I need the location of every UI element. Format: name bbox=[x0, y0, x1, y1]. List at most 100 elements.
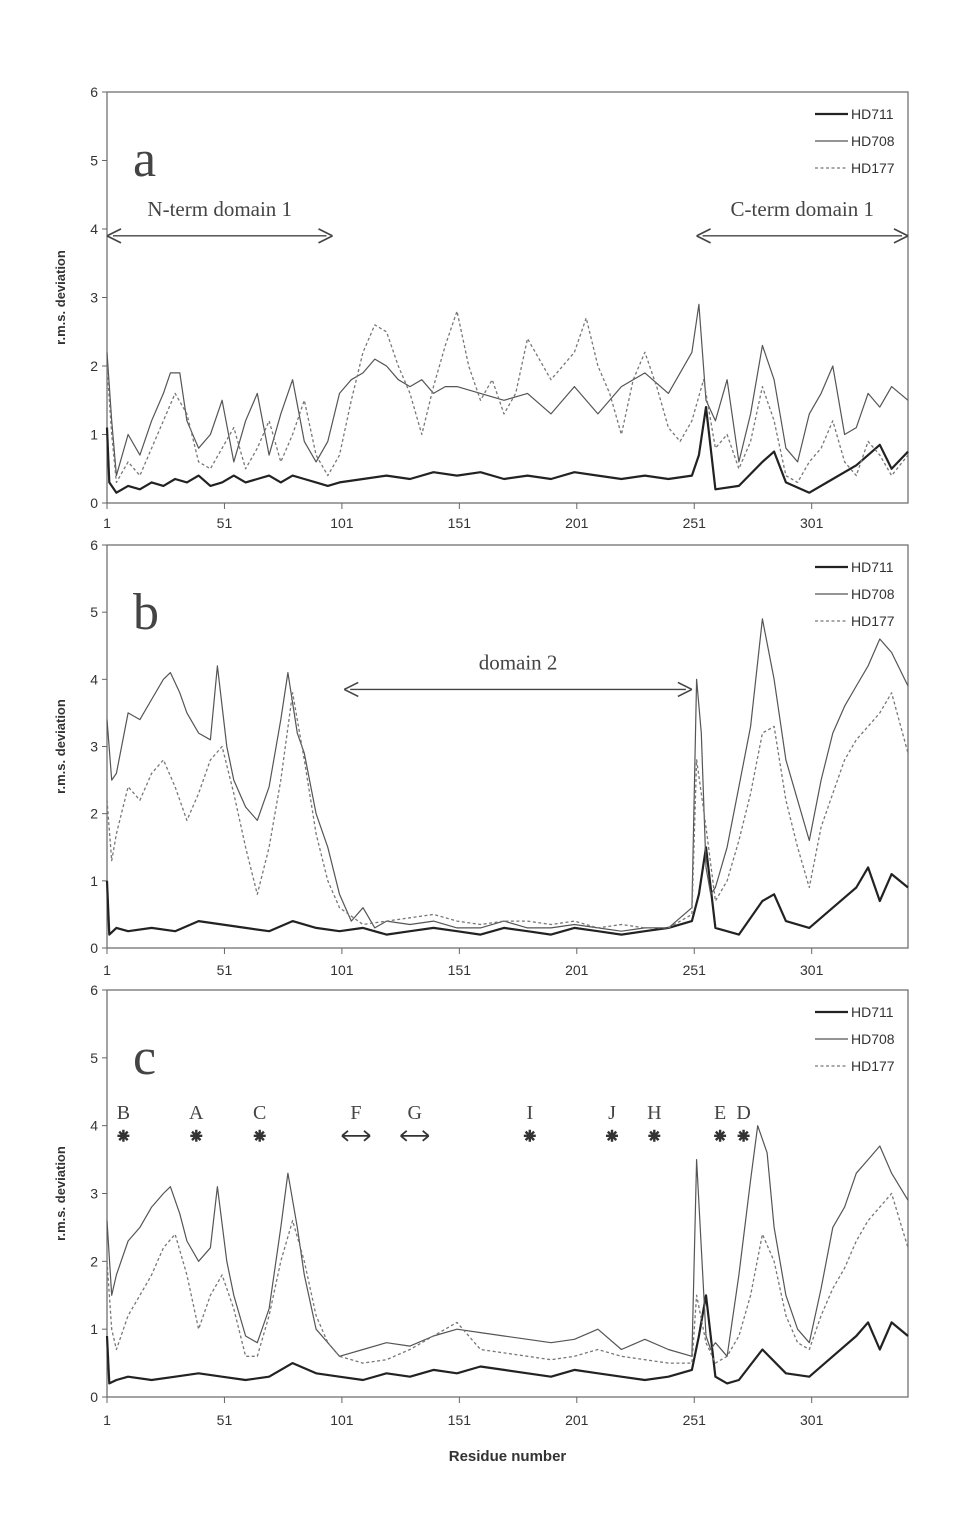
y-tick-label: 4 bbox=[90, 221, 98, 237]
legend-label-hd177: HD177 bbox=[851, 1058, 895, 1074]
marker-arrow-f bbox=[341, 1130, 371, 1142]
marker-star-h bbox=[648, 1129, 661, 1142]
legend-label-hd177: HD177 bbox=[851, 160, 895, 176]
y-tick-label: 2 bbox=[90, 358, 98, 374]
y-tick-label: 3 bbox=[90, 290, 98, 306]
panel-label: b bbox=[133, 584, 159, 641]
y-tick-label: 4 bbox=[90, 671, 98, 687]
series-line-hd711 bbox=[105, 846, 909, 936]
x-tick-label: 151 bbox=[448, 962, 472, 978]
y-tick-label: 0 bbox=[90, 495, 98, 511]
domain-annotation-label: C-term domain 1 bbox=[731, 197, 874, 221]
series-line-hd177 bbox=[106, 310, 909, 484]
x-tick-label: 51 bbox=[217, 1412, 233, 1428]
legend-label-hd711: HD711 bbox=[851, 1004, 894, 1020]
panel-label: a bbox=[133, 131, 156, 188]
marker-label-h: H bbox=[647, 1102, 661, 1124]
marker-star-e bbox=[714, 1129, 727, 1142]
marker-label-c: C bbox=[253, 1102, 266, 1124]
marker-label-b: B bbox=[117, 1102, 130, 1124]
legend-label-hd708: HD708 bbox=[851, 133, 895, 149]
series-line-hd708 bbox=[106, 1125, 909, 1357]
series-line-hd711 bbox=[105, 406, 909, 494]
x-tick-label: 101 bbox=[330, 515, 354, 531]
marker-star-b bbox=[117, 1129, 130, 1142]
marker-label-d: D bbox=[736, 1102, 750, 1124]
legend-label-hd708: HD708 bbox=[851, 1031, 895, 1047]
legend-label-hd708: HD708 bbox=[851, 586, 895, 602]
y-axis-label: r.m.s. deviation bbox=[53, 250, 68, 345]
domain-annotation-label: domain 2 bbox=[479, 650, 558, 674]
marker-star-j bbox=[606, 1129, 618, 1142]
x-tick-label: 151 bbox=[448, 515, 472, 531]
domain-arrow-head-left bbox=[696, 228, 711, 244]
y-tick-label: 2 bbox=[90, 1253, 98, 1269]
x-tick-label: 251 bbox=[683, 962, 707, 978]
x-tick-label: 151 bbox=[448, 1412, 472, 1428]
y-tick-label: 3 bbox=[90, 739, 98, 755]
y-tick-label: 6 bbox=[90, 84, 98, 100]
y-axis-label: r.m.s. deviation bbox=[53, 1146, 68, 1241]
panel-label: c bbox=[133, 1029, 156, 1086]
domain-arrow-head-left bbox=[106, 228, 122, 244]
plot-frame bbox=[106, 91, 909, 504]
series-line-hd711 bbox=[105, 1294, 909, 1385]
y-tick-label: 0 bbox=[90, 1389, 98, 1405]
x-tick-label: 201 bbox=[565, 962, 589, 978]
x-tick-label: 101 bbox=[330, 1412, 354, 1428]
legend-label-hd711: HD711 bbox=[851, 106, 894, 122]
domain-arrow-head-right bbox=[677, 681, 693, 698]
x-tick-label: 251 bbox=[683, 1412, 707, 1428]
x-tick-label: 301 bbox=[800, 515, 824, 531]
x-tick-label: 301 bbox=[800, 962, 824, 978]
legend-label-hd711: HD711 bbox=[851, 559, 894, 575]
series-line-hd708 bbox=[106, 303, 909, 477]
x-tick-label: 251 bbox=[683, 515, 707, 531]
y-tick-label: 0 bbox=[90, 940, 98, 956]
domain-arrow-head-left bbox=[343, 681, 359, 698]
y-tick-label: 5 bbox=[90, 1050, 98, 1066]
domain-arrow-head-right bbox=[318, 228, 333, 244]
marker-star-a bbox=[190, 1129, 203, 1142]
marker-label-a: A bbox=[189, 1102, 204, 1124]
y-tick-label: 1 bbox=[90, 873, 98, 889]
x-tick-label: 201 bbox=[565, 1412, 589, 1428]
marker-star-d bbox=[737, 1129, 750, 1142]
y-tick-label: 5 bbox=[90, 604, 98, 620]
x-tick-label: 1 bbox=[103, 962, 111, 978]
x-axis-label: Residue number bbox=[449, 1448, 567, 1465]
series-line-hd177 bbox=[106, 1192, 909, 1364]
y-axis-label: r.m.s. deviation bbox=[53, 699, 68, 794]
series-line-hd708 bbox=[106, 618, 909, 932]
x-tick-label: 1 bbox=[103, 515, 111, 531]
x-tick-label: 201 bbox=[565, 515, 589, 531]
marker-label-i: I bbox=[526, 1102, 533, 1124]
domain-annotation-label: N-term domain 1 bbox=[147, 197, 292, 221]
y-tick-label: 6 bbox=[90, 982, 98, 998]
x-tick-label: 1 bbox=[103, 1412, 111, 1428]
marker-arrow-g bbox=[400, 1130, 430, 1142]
y-tick-label: 5 bbox=[90, 153, 98, 169]
marker-label-f: F bbox=[350, 1102, 361, 1124]
x-tick-label: 51 bbox=[217, 515, 233, 531]
y-tick-label: 2 bbox=[90, 806, 98, 822]
y-tick-label: 3 bbox=[90, 1186, 98, 1202]
domain-arrow-head-right bbox=[893, 228, 909, 244]
series-line-hd177 bbox=[106, 692, 909, 929]
marker-label-e: E bbox=[714, 1102, 726, 1124]
marker-label-g: G bbox=[407, 1102, 421, 1124]
marker-star-i bbox=[523, 1129, 536, 1142]
marker-star-c bbox=[253, 1129, 266, 1142]
x-tick-label: 101 bbox=[330, 962, 354, 978]
y-tick-label: 4 bbox=[90, 1118, 98, 1134]
marker-label-j: J bbox=[608, 1102, 616, 1124]
x-tick-label: 51 bbox=[217, 962, 233, 978]
y-tick-label: 1 bbox=[90, 427, 98, 443]
legend-label-hd177: HD177 bbox=[851, 613, 895, 629]
y-tick-label: 6 bbox=[90, 537, 98, 553]
x-tick-label: 301 bbox=[800, 1412, 824, 1428]
